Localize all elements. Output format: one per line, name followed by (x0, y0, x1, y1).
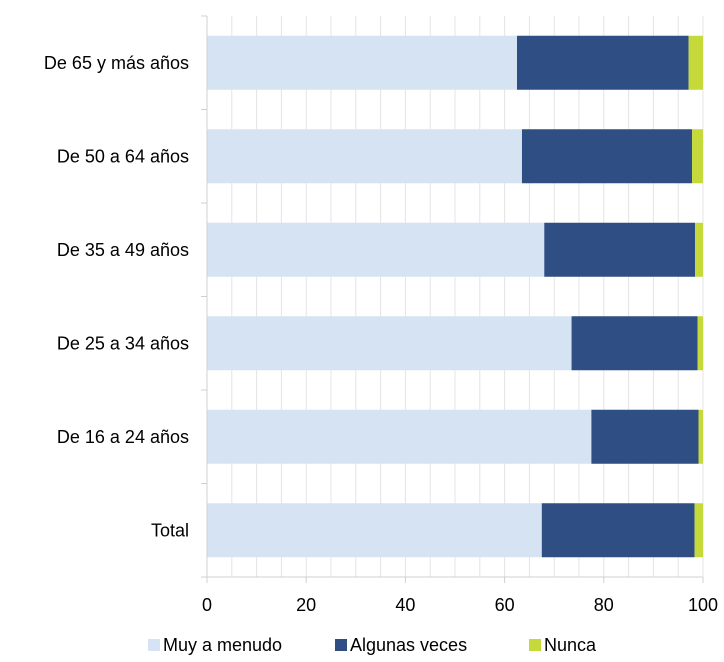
tick-labels: 0 20 40 60 80 100 (202, 595, 718, 615)
category-label: De 25 a 34 años (57, 333, 189, 353)
legend-label: Muy a menudo (163, 635, 282, 655)
category-label: Total (151, 520, 189, 540)
axes (201, 15, 704, 583)
category-label: De 65 y más años (44, 53, 189, 73)
legend: Muy a menudo Algunas veces Nunca (148, 635, 597, 655)
bar-muy-a-menudo-2 (207, 222, 545, 277)
bar-algunas-veces-1 (521, 129, 693, 184)
category-label: De 16 a 24 años (57, 427, 189, 447)
bar-nunca-0 (688, 35, 703, 90)
bar-nunca-3 (697, 316, 703, 371)
bar-algunas-veces-2 (544, 222, 696, 277)
category-label: De 35 a 49 años (57, 240, 189, 260)
bar-muy-a-menudo-0 (207, 35, 517, 90)
bar-muy-a-menudo-1 (207, 129, 522, 184)
legend-swatch (148, 639, 160, 651)
bar-algunas-veces-4 (591, 409, 699, 464)
bar-nunca-2 (695, 222, 703, 277)
legend-swatch (529, 639, 541, 651)
category-label: De 50 a 64 años (57, 146, 189, 166)
x-tick-label: 80 (594, 595, 614, 615)
gridlines (231, 16, 704, 577)
x-tick-label: 20 (296, 595, 316, 615)
bar-nunca-4 (698, 409, 703, 464)
bars (207, 35, 703, 558)
x-tick-label: 40 (395, 595, 415, 615)
legend-swatch (335, 639, 347, 651)
bar-muy-a-menudo-4 (207, 409, 592, 464)
bar-nunca-1 (692, 129, 703, 184)
bar-muy-a-menudo-3 (207, 316, 572, 371)
bar-algunas-veces-3 (571, 316, 698, 371)
bar-algunas-veces-5 (541, 503, 695, 558)
category-labels: De 65 y más años De 50 a 64 años De 35 a 4… (44, 53, 189, 541)
bar-muy-a-menudo-5 (207, 503, 542, 558)
bar-nunca-5 (694, 503, 703, 558)
x-tick-label: 100 (688, 595, 718, 615)
x-tick-label: 60 (495, 595, 515, 615)
legend-label: Nunca (544, 635, 597, 655)
bar-algunas-veces-0 (517, 35, 689, 90)
x-tick-label: 0 (202, 595, 212, 615)
legend-label: Algunas veces (350, 635, 467, 655)
